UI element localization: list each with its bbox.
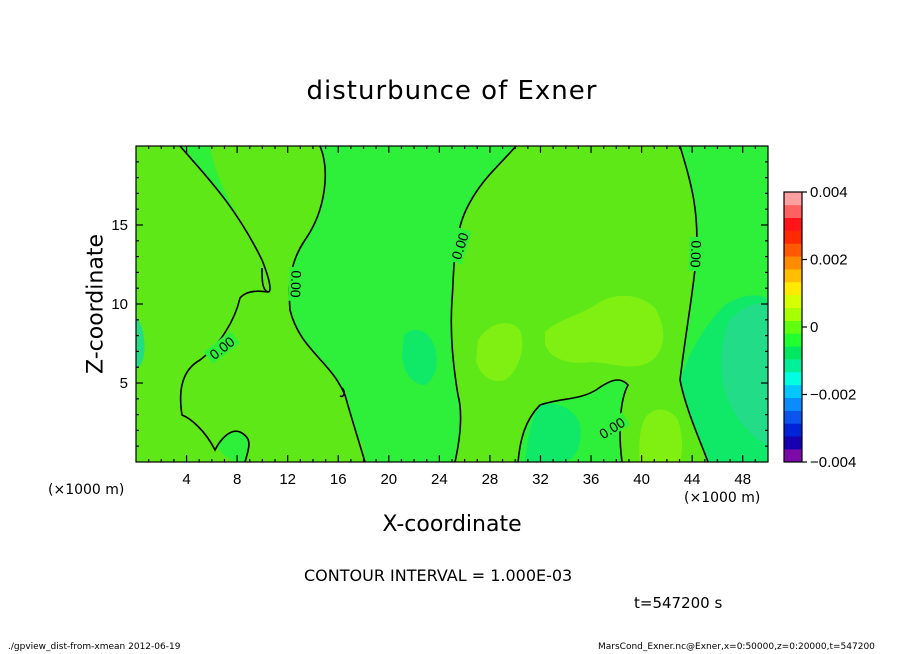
contour-field [136, 146, 768, 462]
colorbar: 0.004 0.002 0 −0.002 −0.004 [783, 184, 856, 471]
x-axis-label: X-coordinate [382, 512, 522, 537]
contour-label-bg [203, 331, 240, 364]
negative-blob-center-left [402, 329, 437, 385]
x-unit-label-right: (×1000 m) [684, 490, 761, 506]
x-tick-label: 8 [233, 471, 241, 488]
y-tick-label: 5 [120, 375, 128, 392]
contour-line-3 [179, 290, 269, 462]
colorbar-segment [784, 449, 802, 463]
colorbar-tick-label: 0.004 [810, 184, 848, 201]
contour-lines [179, 146, 709, 462]
colorbar-segment [784, 282, 802, 296]
colorbar-segment [784, 192, 802, 206]
y-axis: 5 10 15 [111, 161, 768, 447]
x-axis: 4 8 12 16 20 24 28 32 36 40 44 48 [148, 146, 756, 488]
strong-positive-blob-1 [476, 323, 523, 382]
colorbar-segment [784, 397, 802, 411]
contour-label: 0.00 [688, 240, 705, 268]
contour-label-bg [593, 412, 631, 443]
x-tick-label: 28 [482, 471, 499, 488]
strong-positive-blob-3 [639, 409, 682, 462]
positive-region-center-left [180, 146, 365, 462]
colorbar-segment [784, 436, 802, 450]
x-tick-label: 36 [583, 471, 600, 488]
negative-blob-left-edge [136, 318, 145, 368]
contour-line-6 [517, 379, 629, 462]
contour-label-bg [288, 266, 305, 302]
x-tick-label: 4 [182, 471, 190, 488]
positive-region-center [356, 146, 708, 462]
contour-line-5 [679, 146, 709, 462]
contour-line-2 [288, 146, 366, 462]
x-tick-label: 24 [431, 471, 448, 488]
x-tick-label: 44 [684, 471, 701, 488]
contour-line-4 [450, 146, 517, 462]
y-axis-label: Z-coordinate [83, 234, 109, 374]
contour-line-7 [339, 387, 345, 398]
colorbar-segment [784, 423, 802, 437]
colorbar-tick-label: −0.002 [810, 387, 856, 404]
contour-labels: 0.000.000.00 0.000.00 [203, 227, 705, 443]
colorbar-segment [784, 243, 802, 257]
time-text: t=547200 s [634, 594, 723, 612]
colorbar-segment [784, 333, 802, 347]
colorbar-segment [784, 384, 802, 399]
x-tick-label: 40 [633, 471, 650, 488]
positive-region-left [136, 146, 270, 462]
colorbar-tick-label: 0.002 [810, 252, 848, 269]
colorbar-segment [784, 307, 802, 321]
negative-blob-bottom [525, 403, 581, 462]
colorbar-segment [784, 372, 802, 386]
contour-label-bg [688, 236, 705, 272]
contour-label: 0.00 [288, 270, 305, 298]
chart-title: disturbunce of Exner [306, 76, 598, 106]
strong-positive-blob-2 [545, 295, 664, 367]
x-tick-label: 48 [734, 471, 751, 488]
colorbar-tick-label: 0 [810, 319, 818, 336]
x-unit-label-left: (×1000 m) [48, 482, 125, 498]
y-tick-label: 15 [111, 217, 128, 234]
colorbar-segment [784, 320, 802, 334]
colorbar-segment [784, 204, 802, 219]
contour-interval-text: CONTOUR INTERVAL = 1.000E-03 [304, 566, 573, 585]
colorbar-segment [784, 410, 802, 424]
x-tick-label: 32 [532, 471, 549, 488]
colorbar-segment [784, 217, 802, 231]
x-tick-label: 20 [380, 471, 397, 488]
contour-label-bg [447, 227, 472, 265]
strong-negative-right [721, 303, 768, 445]
colorbar-segment [784, 294, 802, 309]
footer-right-text: MarsCond_Exner.nc@Exner,x=0:50000,z=0:20… [598, 642, 875, 652]
footer-left-text: ./gpview_dist-from-xmean 2012-06-19 [8, 642, 181, 652]
colorbar-segment [784, 346, 802, 360]
colorbar-tick-label: −0.004 [810, 454, 856, 471]
colorbar-segment [784, 230, 802, 244]
colorbar-segment [784, 256, 802, 270]
contour-line-1 [179, 146, 271, 293]
x-tick-label: 16 [330, 471, 347, 488]
colorbar-segment [784, 359, 802, 373]
colorbar-segment [784, 269, 802, 283]
x-tick-label: 12 [279, 471, 296, 488]
y-tick-label: 10 [111, 296, 128, 313]
